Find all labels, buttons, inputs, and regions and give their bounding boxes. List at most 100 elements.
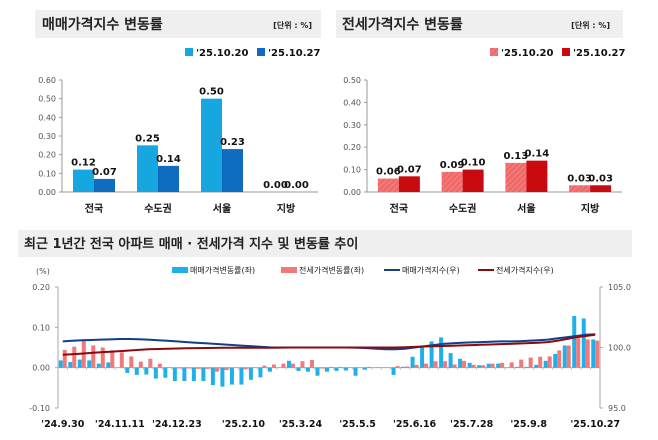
jeonse-change-bar — [367, 366, 372, 368]
x-tick-label: '25.9.8 — [510, 419, 547, 430]
sale-change-bar — [96, 363, 101, 368]
sale-change-bar — [248, 367, 253, 380]
x-tick-label: '25.2.10 — [222, 419, 266, 430]
data-label: 0.07 — [397, 164, 422, 175]
bar — [590, 185, 612, 192]
jeonse-change-bar — [338, 366, 343, 368]
x-tick-label: '25.7.28 — [450, 419, 494, 430]
sale-change-bar — [106, 362, 111, 368]
bar — [526, 160, 548, 192]
sale-bar-chart: 0.00 0.10 0.20 0.30 0.40 0.50 0.60 전국 0.120.07 수도… — [38, 48, 320, 215]
bar — [441, 171, 463, 192]
legend-swatch — [172, 267, 188, 273]
jeonse-change-bar — [300, 361, 305, 368]
legend-label: 매매가격변동률(좌) — [190, 265, 255, 275]
y-tick-label: 0.30 — [38, 132, 56, 141]
bar — [377, 178, 399, 192]
sale-change-bar — [163, 367, 168, 378]
sale-change-bar — [201, 367, 206, 381]
y-tick-label: 0.50 — [343, 76, 361, 85]
data-label: 0.10 — [461, 158, 486, 169]
jeonse-change-bar — [329, 366, 333, 368]
jeonse-change-bar — [509, 362, 514, 368]
jeonse-change-bar — [519, 359, 524, 368]
sale-change-bar — [134, 367, 139, 375]
jeonse-change-bar — [119, 352, 124, 368]
data-label: 0.23 — [220, 137, 245, 148]
jeonse-chart-title: 전세가격지수 변동률 — [342, 16, 463, 33]
bar — [94, 178, 115, 192]
x-tick-label: '24.12.23 — [152, 419, 202, 430]
legend-swatch — [281, 267, 297, 273]
bar — [462, 169, 484, 192]
sale-change-bar — [543, 360, 548, 368]
data-label: 0.06 — [376, 167, 401, 178]
legend-label: 매매가격지수(우) — [402, 265, 460, 275]
bar — [201, 98, 222, 192]
trend-chart-title: 최근 1년간 전국 아파트 매매 · 전세가격 지수 및 변동률 추이 — [24, 236, 358, 252]
x-tick-label: '25.3.24 — [279, 419, 323, 430]
sale-change-bar — [286, 360, 291, 368]
sale-change-bar — [420, 347, 425, 368]
jeonse-change-bar — [290, 363, 295, 368]
sale-change-bar — [448, 353, 453, 368]
category-label: 수도권 — [144, 203, 172, 215]
legend-swatch — [185, 48, 193, 56]
legend-label: 전세가격지수(우) — [496, 265, 554, 275]
sale-change-bar — [439, 337, 444, 368]
jeonse-change-bar — [481, 365, 486, 368]
sale-change-bar — [144, 367, 149, 375]
legend-label: 전세가격변동률(좌) — [299, 265, 364, 275]
jeonse-change-bar — [557, 350, 562, 368]
sale-change-bar — [401, 366, 406, 368]
jeonse-change-bar — [72, 346, 77, 368]
jeonse-panel-header — [336, 10, 623, 38]
jeonse-change-bar — [538, 356, 543, 368]
sale-change-bar — [210, 367, 215, 386]
bar — [398, 176, 420, 192]
sale-change-bar — [220, 367, 225, 387]
sale-change-bar — [391, 367, 396, 375]
jeonse-change-bar — [243, 367, 248, 370]
sale-change-bar — [515, 366, 520, 368]
sale-change-bar — [87, 360, 92, 368]
sale-chart-unit: [단위 : %] — [273, 20, 312, 30]
bar — [137, 145, 158, 192]
sale-change-bar — [467, 362, 472, 368]
data-label: 0.07 — [92, 167, 117, 178]
sale-change-bar — [229, 367, 234, 385]
legend-label: '25.10.20 — [501, 48, 553, 59]
x-tick-label: '24.11.11 — [95, 419, 145, 430]
legend-swatch — [257, 48, 265, 56]
data-label: 0.25 — [135, 133, 160, 144]
y-tick-label: 0.00 — [38, 188, 56, 197]
bar — [569, 185, 591, 192]
category-label: 지방 — [277, 202, 296, 215]
left-tick-label: 0.20 — [32, 283, 50, 292]
jeonse-change-bar — [319, 367, 324, 369]
sale-change-bar — [258, 367, 263, 378]
sale-change-bar — [239, 367, 244, 385]
trend-combo-chart: -0.10 0.00 0.10 0.20 95.0 100.0 105.0 '24.9.30 '… — [29, 265, 631, 430]
jeonse-change-bar — [471, 364, 476, 368]
jeonse-change-bar — [157, 363, 162, 368]
sale-change-bar — [496, 363, 501, 368]
left-axis-unit: (%) — [36, 267, 50, 276]
right-tick-label: 100.0 — [608, 344, 631, 353]
legend-swatch — [562, 48, 570, 56]
bar — [505, 162, 527, 192]
jeonse-change-bar — [129, 356, 134, 368]
x-tick-label: '25.6.16 — [393, 419, 437, 430]
y-tick-label: 0.00 — [343, 188, 361, 197]
category-label: 수도권 — [449, 203, 477, 215]
sale-change-bar — [486, 363, 491, 368]
sale-change-bar — [125, 367, 130, 373]
sale-change-bar — [77, 359, 82, 368]
jeonse-change-bar — [414, 364, 419, 368]
sale-change-bar — [334, 367, 339, 371]
jeonse-change-bar — [576, 338, 581, 368]
jeonse-change-bar — [148, 358, 153, 368]
y-tick-label: 0.20 — [343, 143, 361, 152]
legend-label: '25.10.20 — [196, 48, 248, 59]
